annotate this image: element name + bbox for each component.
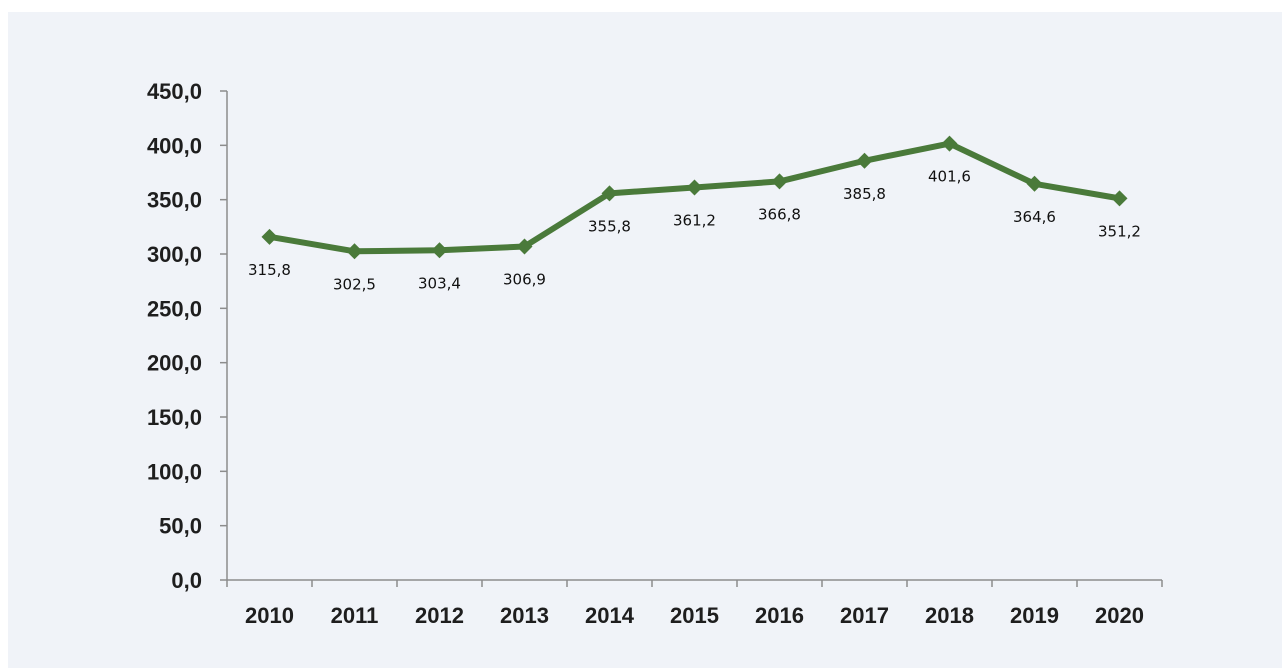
chart-panel (8, 12, 1282, 668)
x-tick-label: 2011 (331, 603, 379, 628)
data-label: 355,8 (588, 217, 631, 235)
x-tick-label: 2016 (755, 603, 804, 628)
data-label: 315,8 (248, 261, 291, 279)
x-tick-labels: 2010 2011 2012 2013 2014 2015 2016 2017 2018 2019… (245, 603, 1144, 628)
data-point-marker (686, 179, 703, 196)
y-tick-label: 100,0 (147, 459, 202, 484)
data-point-marker (431, 242, 448, 259)
y-tick-label: 300,0 (147, 242, 202, 267)
x-tick-label: 2014 (585, 603, 635, 628)
series-line-path (266, 140, 1123, 255)
data-label: 361,2 (673, 211, 716, 229)
series-markers (261, 135, 1128, 260)
data-point-marker (856, 152, 873, 169)
y-tick-label: 200,0 (147, 351, 202, 376)
data-point-marker (941, 135, 958, 152)
data-label: 303,4 (418, 274, 461, 292)
data-point-marker (1026, 175, 1043, 192)
data-point-marker (346, 243, 363, 260)
y-tick-label: 150,0 (147, 405, 202, 430)
y-tick-label: 400,0 (147, 133, 202, 158)
data-label: 364,6 (1013, 208, 1056, 226)
data-label: 302,5 (333, 275, 376, 293)
x-tick-label: 2018 (925, 603, 974, 628)
data-labels: 315,8 302,5 303,4 306,9 355,8 361,2 366,8 385,8… (248, 168, 1141, 294)
x-tick-label: 2010 (245, 603, 294, 628)
y-tick-labels: 0,0 50,0 100,0 150,0 200,0 250,0 300,0 350,0 400… (147, 79, 202, 593)
y-tick-label: 50,0 (159, 514, 202, 539)
x-tick-label: 2012 (415, 603, 464, 628)
data-point-marker (601, 185, 618, 202)
data-point-marker (261, 228, 278, 245)
y-tick-label: 450,0 (147, 79, 202, 104)
x-tick-label: 2015 (670, 603, 719, 628)
data-point-marker (771, 173, 788, 190)
series-line (266, 140, 1123, 255)
x-tick-label: 2020 (1095, 603, 1144, 628)
data-point-marker (516, 238, 533, 255)
y-tick-label: 250,0 (147, 296, 202, 321)
x-tick-label: 2017 (840, 603, 889, 628)
axes (220, 90, 1163, 587)
data-label: 351,2 (1098, 222, 1141, 240)
x-tick-label: 2013 (500, 603, 549, 628)
data-point-marker (1111, 190, 1128, 207)
y-tick-label: 350,0 (147, 188, 202, 213)
x-tick-label: 2019 (1010, 603, 1059, 628)
data-label: 366,8 (758, 205, 801, 223)
data-label: 401,6 (928, 168, 971, 186)
y-tick-label: 0,0 (171, 568, 202, 593)
data-label: 306,9 (503, 271, 546, 289)
data-label: 385,8 (843, 185, 886, 203)
